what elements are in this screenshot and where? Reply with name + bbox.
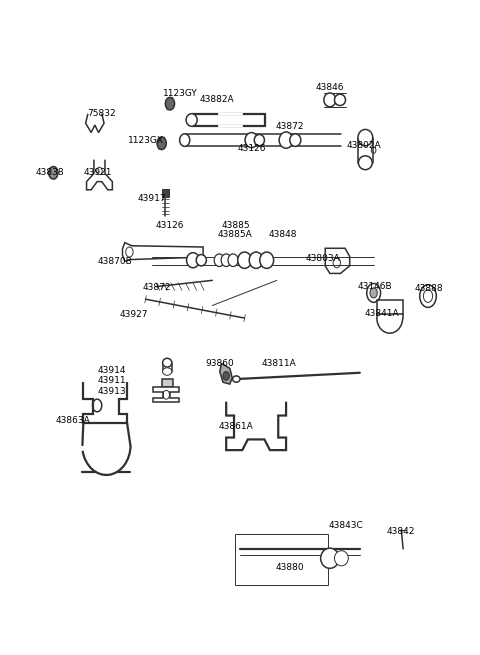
- Text: 43914: 43914: [97, 365, 126, 375]
- Text: 43888: 43888: [415, 284, 443, 293]
- Ellipse shape: [279, 132, 293, 148]
- Bar: [162, 189, 169, 196]
- Text: 43885: 43885: [221, 221, 250, 230]
- Text: 75832: 75832: [87, 109, 116, 118]
- Circle shape: [370, 288, 377, 298]
- Text: 43882A: 43882A: [200, 96, 234, 104]
- Text: 43843C: 43843C: [329, 521, 363, 530]
- Bar: [162, 379, 173, 386]
- Ellipse shape: [335, 94, 346, 105]
- Ellipse shape: [254, 134, 264, 146]
- Text: 43803A: 43803A: [306, 254, 340, 263]
- Text: 43126: 43126: [237, 144, 266, 153]
- Ellipse shape: [245, 132, 258, 147]
- Ellipse shape: [163, 358, 172, 367]
- Ellipse shape: [196, 255, 206, 266]
- Ellipse shape: [358, 130, 372, 146]
- Ellipse shape: [260, 252, 274, 269]
- Ellipse shape: [163, 367, 172, 375]
- Polygon shape: [220, 364, 232, 384]
- Circle shape: [223, 371, 229, 381]
- Text: 43802A: 43802A: [346, 141, 381, 149]
- Ellipse shape: [187, 253, 200, 268]
- Text: 43863A: 43863A: [56, 416, 91, 425]
- Ellipse shape: [238, 252, 252, 269]
- Bar: [235, 534, 327, 586]
- Text: 43872: 43872: [276, 122, 304, 131]
- Text: 43885A: 43885A: [218, 230, 253, 239]
- Ellipse shape: [233, 376, 240, 383]
- Circle shape: [165, 98, 175, 110]
- Ellipse shape: [359, 156, 372, 170]
- Polygon shape: [154, 387, 179, 402]
- Text: 43861A: 43861A: [219, 422, 254, 432]
- Ellipse shape: [324, 93, 336, 107]
- Ellipse shape: [321, 548, 339, 569]
- Bar: [377, 300, 403, 314]
- Text: 43917: 43917: [137, 194, 166, 203]
- Text: 43913: 43913: [97, 387, 126, 396]
- Circle shape: [157, 137, 166, 149]
- Text: 1123GY: 1123GY: [163, 89, 197, 98]
- Text: 43126: 43126: [156, 221, 184, 230]
- Text: 1123GX: 1123GX: [128, 136, 164, 145]
- Ellipse shape: [335, 551, 348, 566]
- Ellipse shape: [214, 254, 224, 267]
- Text: 43927: 43927: [120, 310, 148, 320]
- Ellipse shape: [290, 134, 301, 147]
- Text: 43921: 43921: [84, 168, 112, 178]
- Ellipse shape: [221, 254, 231, 267]
- Ellipse shape: [249, 252, 263, 269]
- Text: 43870B: 43870B: [97, 257, 132, 266]
- Text: 43846: 43846: [316, 83, 344, 92]
- Text: 43146B: 43146B: [357, 282, 392, 291]
- Text: 43842: 43842: [386, 527, 415, 536]
- Ellipse shape: [228, 254, 238, 267]
- Circle shape: [49, 166, 58, 179]
- Text: 43872: 43872: [143, 284, 171, 292]
- Text: 93860: 93860: [205, 360, 234, 369]
- Text: 43911: 43911: [97, 377, 126, 385]
- Text: 43811A: 43811A: [262, 360, 297, 369]
- Text: 43841A: 43841A: [365, 309, 399, 318]
- Ellipse shape: [180, 134, 190, 147]
- Text: 43848: 43848: [268, 230, 297, 239]
- Text: 43838: 43838: [36, 168, 64, 178]
- Ellipse shape: [186, 114, 197, 126]
- Text: 43880: 43880: [276, 563, 304, 572]
